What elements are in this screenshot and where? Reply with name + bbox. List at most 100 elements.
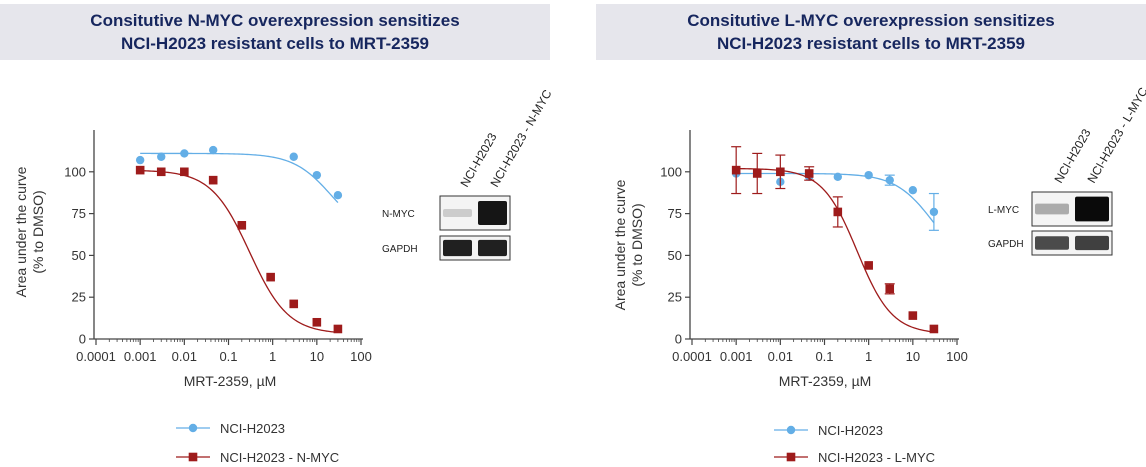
y-tick-label: 50 <box>72 248 86 263</box>
fit-curve-parental <box>140 152 339 204</box>
x-tick-label: 0.01 <box>172 349 197 364</box>
chart-panel-l-myc: Consitutive L-MYC overexpression sensiti… <box>596 0 1146 467</box>
data-point-square <box>156 167 166 177</box>
data-point-circle <box>135 155 145 165</box>
blot-band <box>478 201 507 225</box>
y-tick-label: 75 <box>72 206 86 221</box>
data-point-circle <box>864 170 873 180</box>
chart-title: Consitutive N-MYC overexpression sensiti… <box>0 4 550 60</box>
data-point-square <box>731 165 741 175</box>
data-point-square <box>266 272 275 282</box>
blot-band <box>1075 196 1109 222</box>
y-axis-title-line-1: Area under the curve <box>13 166 29 297</box>
legend: NCI-H2023 NCI-H2023 - N-MYC <box>176 421 339 465</box>
y-axis-title-line-2: (% to DMSO) <box>30 190 46 273</box>
chart-panel-n-myc: Consitutive N-MYC overexpression sensiti… <box>0 0 555 467</box>
data-point-square <box>289 299 299 309</box>
data-point-circle <box>333 191 343 200</box>
x-tick-label: 0.01 <box>768 349 793 364</box>
x-tick-label: 0.0001 <box>672 349 712 364</box>
blot-band <box>478 239 507 257</box>
legend-marker-circle <box>188 423 198 433</box>
x-tick-label: 0.001 <box>720 349 753 364</box>
blot-row-label: L-MYC <box>988 205 1019 216</box>
legend-label: NCI-H2023 - L-MYC <box>818 450 935 465</box>
blot-band <box>443 239 472 257</box>
y-axis-title: Area under the curve (% to DMSO) <box>13 166 46 297</box>
chart-title: Consitutive L-MYC overexpression sensiti… <box>596 4 1146 60</box>
blot-row-label: GAPDH <box>988 239 1024 250</box>
y-tick-label: 25 <box>668 290 682 305</box>
chart-title-line-1: Consitutive N-MYC overexpression sensiti… <box>90 11 460 30</box>
chart-svg: Area under the curve (% to DMSO) MRT-235… <box>612 85 1146 465</box>
x-tick-label: 100 <box>350 349 372 364</box>
blot-row-label: N-MYC <box>382 209 415 220</box>
data-point-circle <box>833 172 842 182</box>
legend-marker-square <box>786 452 796 462</box>
x-tick-label: 1 <box>269 349 276 364</box>
data-point-square <box>804 169 814 178</box>
plot-area: 0 25 50 75 100 0.0001 0.001 0.01 0.1 1 10 100 <box>64 130 372 364</box>
data-point-square <box>885 284 895 294</box>
data-point-square <box>929 324 939 334</box>
x-axis-title: MRT-2359, µM <box>779 373 872 389</box>
legend-label: NCI-H2023 <box>818 423 883 438</box>
data-point-square <box>333 324 343 334</box>
y-axis-title: Area under the curve (% to DMSO) <box>612 179 645 310</box>
data-point-square <box>312 317 322 327</box>
data-point-square <box>208 175 218 185</box>
data-point-circle <box>312 170 322 180</box>
y-axis-title-line-2: (% to DMSO) <box>629 203 645 286</box>
blot-lane-label: NCI-H2023 - L-MYC <box>1084 85 1146 186</box>
x-tick-label: 1 <box>865 349 872 364</box>
data-point-square <box>237 221 247 230</box>
data-point-square <box>864 261 873 270</box>
x-tick-label: 10 <box>310 349 324 364</box>
chart-title-line-1: Consitutive L-MYC overexpression sensiti… <box>687 11 1055 30</box>
chart-svg: Area under the curve (% to DMSO) MRT-235… <box>13 87 555 465</box>
y-tick-label: 100 <box>660 164 682 179</box>
data-point-square <box>833 207 843 217</box>
data-point-square <box>908 311 918 320</box>
blot-band <box>1035 203 1069 215</box>
y-tick-label: 75 <box>668 206 682 221</box>
data-point-square <box>135 165 145 175</box>
x-tick-label: 0.1 <box>219 349 237 364</box>
x-tick-label: 0.001 <box>124 349 157 364</box>
fit-curve-myc <box>140 170 338 334</box>
data-point-circle <box>208 145 218 155</box>
blot-band <box>1035 236 1069 250</box>
legend-label: NCI-H2023 - N-MYC <box>220 450 339 465</box>
y-tick-label: 0 <box>675 332 682 347</box>
legend-label: NCI-H2023 <box>220 421 285 436</box>
data-point-circle <box>908 185 918 195</box>
x-tick-label: 100 <box>946 349 968 364</box>
data-point-square <box>776 167 785 177</box>
y-tick-label: 0 <box>79 332 86 347</box>
y-tick-label: 25 <box>72 290 86 305</box>
x-axis-title: MRT-2359, µM <box>184 373 277 389</box>
x-tick-label: 0.1 <box>815 349 833 364</box>
plot-area: 0 25 50 75 100 0.0001 0.001 0.01 0.1 1 10 100 <box>660 130 968 364</box>
data-point-circle <box>157 152 166 161</box>
data-point-square <box>752 169 762 178</box>
x-tick-label: 10 <box>906 349 920 364</box>
legend-marker-circle <box>786 425 796 435</box>
blot-band <box>1075 235 1109 251</box>
fit-curve-myc <box>736 167 934 333</box>
chart-title-line-2: NCI-H2023 resistant cells to MRT-2359 <box>716 34 1025 53</box>
x-tick-label: 0.0001 <box>76 349 116 364</box>
y-axis-title-line-1: Area under the curve <box>612 179 628 310</box>
chart-title-line-2: NCI-H2023 resistant cells to MRT-2359 <box>120 34 429 53</box>
data-point-circle <box>180 149 189 158</box>
y-tick-label: 100 <box>64 164 86 179</box>
blot-row-label: GAPDH <box>382 244 418 255</box>
data-point-circle <box>289 152 298 161</box>
blot-band <box>443 209 472 217</box>
legend: NCI-H2023 NCI-H2023 - L-MYC <box>774 423 935 465</box>
data-point-circle <box>885 175 894 185</box>
data-point-square <box>180 167 189 177</box>
y-tick-label: 50 <box>668 248 682 263</box>
